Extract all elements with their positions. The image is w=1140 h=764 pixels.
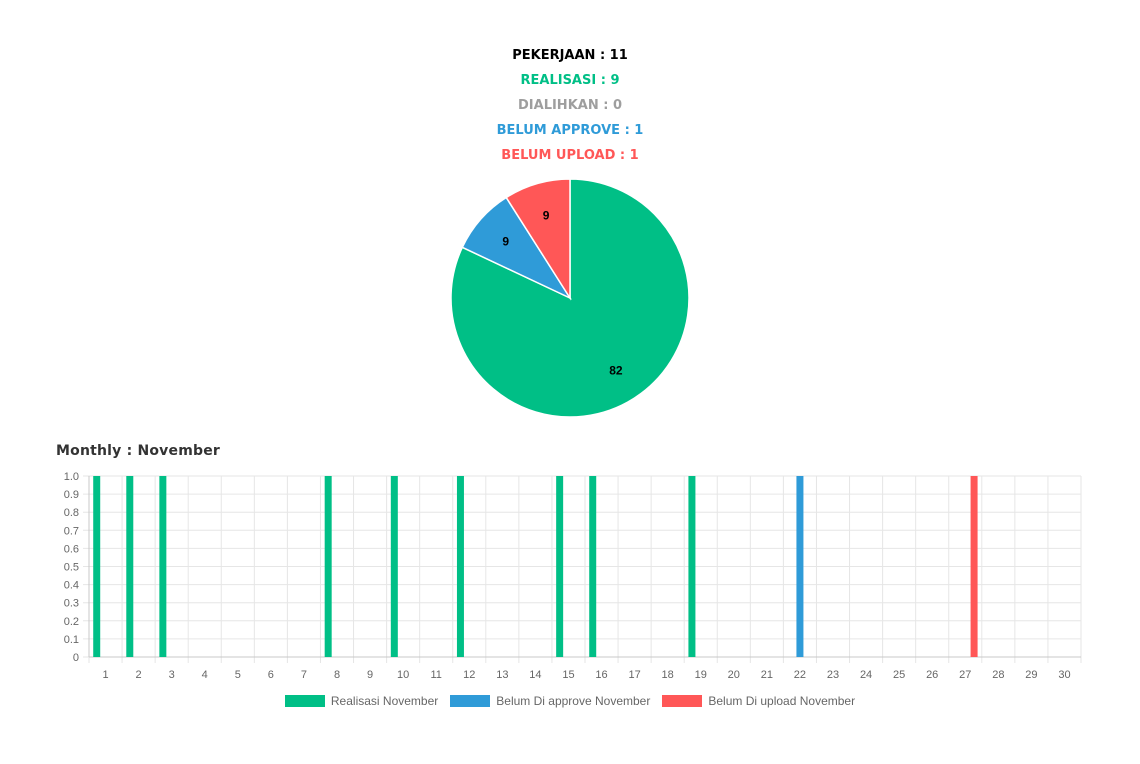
y-tick-label: 0.8: [64, 507, 79, 519]
bar-realisasi-november-2[interactable]: [126, 476, 134, 657]
bar-realisasi-november-15[interactable]: [556, 476, 564, 657]
legend-swatch: [450, 695, 491, 707]
x-tick-label: 1: [102, 669, 108, 681]
legend-swatch: [284, 695, 325, 707]
y-tick-label: 0: [73, 652, 79, 664]
x-tick-label: 20: [728, 669, 740, 681]
legend-item[interactable]: Belum Di approve November: [450, 694, 650, 708]
x-tick-label: 19: [695, 669, 707, 681]
x-tick-label: 13: [496, 669, 508, 681]
x-tick-label: 3: [169, 669, 175, 681]
pekerjaan-total: PEKERJAAN : 11: [512, 48, 628, 63]
bar-realisasi-november-3[interactable]: [159, 476, 167, 657]
bar-realisasi-november-8[interactable]: [324, 476, 332, 657]
y-tick-label: 0.9: [64, 489, 79, 501]
x-tick-label: 28: [992, 669, 1004, 681]
pie-chart: 82 9 9: [450, 178, 690, 418]
legend-label: Belum Di upload November: [708, 694, 856, 708]
legend-swatch: [662, 695, 703, 707]
bar-realisasi-november-10[interactable]: [390, 476, 398, 657]
bar-realisasi-november-12[interactable]: [456, 476, 464, 657]
belum-upload-total: BELUM UPLOAD : 1: [501, 148, 639, 163]
x-tick-label: 12: [463, 669, 475, 681]
bar-realisasi-november-19[interactable]: [688, 476, 696, 657]
x-tick-label: 8: [334, 669, 340, 681]
x-tick-label: 23: [827, 669, 839, 681]
pie-slice-label: 9: [502, 234, 509, 248]
pie-slice-belum-upload[interactable]: [505, 178, 571, 301]
monthly-title: Monthly : November: [56, 443, 221, 459]
summary-stats: PEKERJAAN : 11 REALISASI : 9 DIALIHKAN :…: [0, 43, 1140, 168]
legend-label: Belum Di approve November: [496, 694, 651, 708]
x-tick-label: 29: [1025, 669, 1037, 681]
x-tick-label: 6: [268, 669, 274, 681]
x-tick-label: 25: [893, 669, 905, 681]
y-tick-label: 0.1: [64, 634, 79, 646]
y-tick-label: 1.0: [64, 471, 79, 483]
x-tick-label: 14: [529, 669, 541, 681]
x-tick-label: 26: [926, 669, 938, 681]
realisasi-total: REALISASI : 9: [520, 73, 620, 88]
x-tick-label: 4: [202, 669, 208, 681]
x-tick-label: 7: [301, 669, 307, 681]
pie-slice-label: 82: [609, 363, 623, 377]
bar-realisasi-november-1[interactable]: [93, 476, 101, 657]
y-tick-label: 0.5: [64, 562, 79, 574]
x-tick-label: 22: [794, 669, 806, 681]
x-tick-label: 24: [860, 669, 872, 681]
legend-item[interactable]: Belum Di upload November: [662, 694, 855, 708]
y-tick-label: 0.7: [64, 525, 79, 537]
x-tick-label: 27: [959, 669, 971, 681]
pie-slice-label: 9: [543, 209, 550, 223]
y-tick-label: 0.3: [64, 598, 79, 610]
x-tick-label: 21: [761, 669, 773, 681]
y-tick-label: 0.6: [64, 543, 79, 555]
x-tick-label: 15: [562, 669, 574, 681]
x-tick-label: 18: [662, 669, 674, 681]
x-tick-label: 9: [367, 669, 373, 681]
x-tick-label: 5: [235, 669, 241, 681]
y-tick-label: 0.4: [64, 580, 79, 592]
pie-slice-realisasi[interactable]: [450, 178, 690, 418]
dialihkan-total: DIALIHKAN : 0: [518, 98, 622, 113]
bar-legend: Realisasi November Belum Di approve Novem…: [0, 694, 1140, 708]
bar-realisasi-november-16[interactable]: [589, 476, 597, 657]
x-tick-label: 16: [595, 669, 607, 681]
bar-belum-di-upload-november-27[interactable]: [970, 476, 978, 657]
monthly-bar-chart: 00.10.20.30.40.50.60.70.80.91.01 2 3 4 5 6 7 8 9…: [64, 471, 1082, 681]
x-tick-label: 17: [628, 669, 640, 681]
x-tick-label: 2: [136, 669, 142, 681]
bar-belum-di-approve-november-22[interactable]: [796, 476, 804, 657]
legend-item[interactable]: Realisasi November: [284, 694, 439, 708]
x-tick-label: 11: [430, 669, 441, 681]
x-tick-label: 30: [1058, 669, 1070, 681]
belum-approve-total: BELUM APPROVE : 1: [496, 123, 644, 138]
legend-label: Realisasi November: [330, 694, 439, 708]
y-tick-label: 0.2: [64, 616, 79, 628]
x-tick-label: 10: [397, 669, 409, 681]
